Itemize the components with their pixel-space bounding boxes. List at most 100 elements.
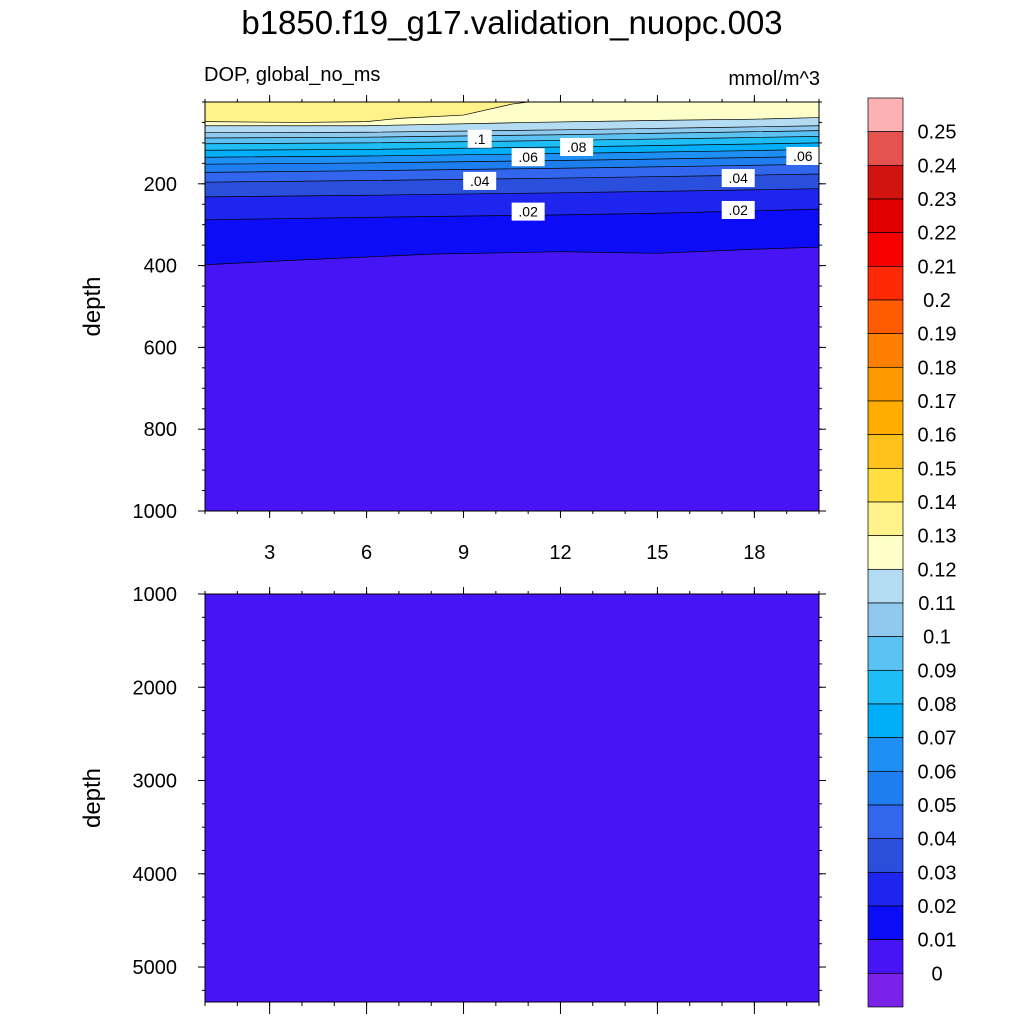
colorbar-label-21: 0.04: [918, 829, 957, 851]
colorbar-label-0: 0.25: [918, 122, 957, 144]
upper-y-tick-label: 600: [144, 337, 177, 359]
contour-line-0.06: [205, 156, 819, 165]
colorbar-label-4: 0.21: [918, 256, 957, 278]
upper-plot-area: .1 .08 .06 .06 .1 .04 .04 .02 .02: [205, 102, 847, 511]
colorbar-swatch-15: [867, 602, 904, 638]
upper-y-tick-label: 200: [144, 174, 177, 196]
colorbar-label-18: 0.07: [918, 728, 957, 750]
colorbar-swatch-2: [867, 164, 904, 200]
upper-x-tick-label: 18: [743, 542, 765, 564]
colorbar-label-22: 0.03: [918, 862, 957, 884]
colorbar-label-15: 0.1: [923, 627, 951, 649]
colorbar-swatch-0: [867, 97, 904, 133]
colorbar-label-12: 0.13: [918, 526, 957, 548]
contour-label-box: [560, 137, 594, 156]
colorbar-label-24: 0.01: [918, 930, 957, 952]
colorbar-swatch-5: [867, 265, 904, 301]
colorbar-label-5: 0.2: [923, 290, 951, 312]
contour-label-2: .06: [518, 149, 538, 165]
contour-line-0.12: [205, 117, 819, 127]
contour-label-box: [721, 169, 755, 188]
contour-line-0.1: [205, 130, 819, 139]
chart-title: b1850.f19_g17.validation_nuopc.003: [241, 4, 783, 41]
colorbar-swatch-23: [867, 871, 904, 907]
colorbar-swatch-12: [867, 501, 904, 537]
colorbar-label-16: 0.09: [918, 660, 957, 682]
contour-line-0.01: [205, 246, 819, 266]
colorbar-swatch-16: [867, 636, 904, 671]
lower-plot-fill: [204, 593, 820, 1003]
colorbar-swatch-14: [867, 568, 904, 604]
upper-x-tick-label: 6: [361, 542, 372, 564]
colorbar-swatch-18: [867, 703, 904, 739]
band-above-0.13: [205, 102, 819, 123]
upper-y-tick-label: 1000: [133, 501, 178, 523]
colorbar-swatch-4: [867, 232, 904, 267]
colorbar-label-25: 0: [931, 963, 942, 985]
colorbar-swatch-11: [867, 467, 904, 503]
contour-label-box: [463, 171, 497, 190]
colorbar-label-9: 0.16: [918, 425, 957, 447]
colorbar-label-13: 0.12: [918, 559, 957, 581]
colorbar-swatch-7: [867, 333, 904, 368]
colorbar-swatch-17: [867, 669, 904, 705]
colorbar-label-10: 0.15: [918, 458, 957, 480]
upper-x-tick-label: 3: [264, 542, 275, 564]
units-label: mmol/m^3: [728, 68, 820, 90]
colorbar-label-2: 0.23: [918, 189, 957, 211]
lower-y-tick-label: 4000: [133, 864, 178, 886]
colorbar-swatch-6: [867, 299, 904, 335]
contour-label-8: .02: [728, 202, 748, 218]
colorbar-swatch-26: [867, 972, 904, 1008]
colorbar-swatch-9: [867, 400, 904, 436]
contour-line-0.05: [205, 163, 819, 173]
colorbar-label-6: 0.19: [918, 324, 957, 346]
colorbar-swatch-25: [867, 939, 904, 974]
colorbar-label-1: 0.24: [918, 155, 957, 177]
contour-line-0.11: [205, 125, 819, 134]
contour-label-7: .02: [518, 204, 538, 220]
contour-label-box: [823, 121, 847, 139]
contour-label-0: .1: [474, 131, 486, 147]
upper-y-tick-label: 400: [144, 256, 177, 278]
lower-y-tick-label: 5000: [133, 957, 178, 979]
lower-y-tick-label: 2000: [133, 677, 178, 699]
colorbar-label-11: 0.14: [918, 492, 957, 514]
upper-y-axis-label: depth: [79, 276, 106, 336]
contour-line-0.13: [205, 102, 529, 123]
upper-y-tick-label: 800: [144, 419, 177, 441]
colorbar-label-14: 0.11: [918, 593, 955, 615]
lower-y-tick-label: 1000: [133, 584, 178, 606]
upper-x-tick-label: 9: [458, 542, 469, 564]
contour-label-box: [467, 129, 492, 148]
colorbar-swatch-24: [867, 905, 904, 941]
upper-x-tick-label: 12: [549, 542, 571, 564]
contour-label-1: .08: [567, 139, 587, 155]
colorbar-swatch-20: [867, 770, 904, 806]
colorbar-swatch-13: [867, 535, 904, 570]
contour-label-box: [511, 148, 545, 167]
colorbar-label-3: 0.22: [918, 223, 957, 245]
colorbar-swatch-3: [867, 198, 904, 234]
contour-label-6: .04: [728, 170, 748, 186]
contour-label-5: .04: [470, 173, 490, 189]
colorbar-swatch-22: [867, 838, 904, 873]
lower-y-axis-label: depth: [79, 768, 106, 828]
lower-y-tick-label: 3000: [133, 771, 178, 793]
contour-line-0.02: [205, 208, 819, 221]
colorbar-label-8: 0.17: [918, 391, 957, 413]
variable-subtitle: DOP, global_no_ms: [204, 64, 381, 86]
contour-label-4: .1: [829, 122, 841, 138]
contour-label-box: [721, 200, 755, 219]
contour-label-3: .06: [793, 148, 813, 164]
upper-x-tick-label: 15: [646, 542, 668, 564]
colorbar-swatch-10: [867, 434, 904, 469]
colorbar-label-20: 0.05: [918, 795, 957, 817]
colorbar-label-17: 0.08: [918, 694, 957, 716]
colorbar-label-23: 0.02: [918, 896, 957, 918]
colorbar-swatch-1: [867, 131, 904, 166]
colorbar-label-7: 0.18: [918, 357, 957, 379]
contour-label-box: [511, 202, 545, 221]
contour-line-0.03: [205, 188, 819, 198]
